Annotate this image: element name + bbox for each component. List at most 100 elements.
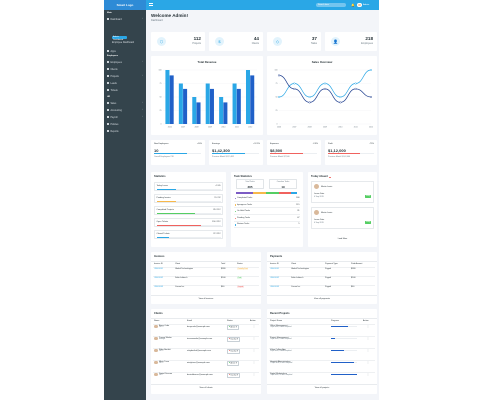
more-options-icon[interactable]: ⋮ — [253, 326, 256, 328]
view-all-payments-link[interactable]: View all payments — [313, 298, 331, 300]
sales-point[interactable] — [369, 96, 372, 99]
project-name-link[interactable]: Project Management — [270, 336, 289, 339]
sidebar-item-reports[interactable]: Reports — [107, 130, 119, 133]
more-options-icon[interactable]: ⋮ — [367, 326, 370, 328]
kpi-progress-fill — [270, 153, 303, 154]
view-all-clients-link[interactable]: View all clients — [199, 387, 213, 389]
chevron-right-icon: › — [142, 75, 143, 77]
sidebar-item-admin-dashboard[interactable]: Admin Dashboard — [112, 36, 127, 41]
invoice-id-link[interactable]: #INV-0001 — [154, 268, 163, 270]
stat-card-clients[interactable]: $ 44 Clients — [209, 32, 263, 51]
more-options-icon[interactable]: ⋮ — [367, 374, 370, 376]
sales-point[interactable] — [308, 96, 311, 99]
client-name[interactable]: Misty Tison — [159, 360, 170, 363]
avatar[interactable] — [357, 2, 362, 7]
stat-card-tasks[interactable]: ◇ 37 Tasks — [267, 32, 321, 51]
more-options-icon[interactable]: ⋮ — [253, 350, 256, 352]
sidebar-item-dashboard[interactable]: Dashboard — [107, 18, 122, 21]
sidebar-item-leads[interactable]: Leads — [107, 82, 117, 85]
sales-point[interactable] — [277, 96, 280, 99]
sales-point[interactable] — [293, 87, 296, 90]
invoice-id-link[interactable]: #INV-0003 — [154, 286, 163, 288]
sidebar-item-policies[interactable]: Policies — [107, 123, 118, 126]
sidebar-item-employee-dashboard[interactable]: Employee Dashboard — [112, 42, 135, 44]
load-more-link[interactable]: Load More — [337, 238, 348, 240]
invoice-id-link[interactable]: #INV-0002 — [154, 277, 163, 279]
search-input[interactable]: Search here — [316, 3, 346, 7]
more-options-icon[interactable]: ⋮ — [253, 338, 256, 340]
sidebar-item-apps[interactable]: Apps — [107, 50, 116, 53]
invoice-status-badge: Paid — [237, 276, 242, 280]
revenue-bar[interactable] — [178, 83, 183, 125]
invoices-card: Invoices Invoice ID Client Total Status #INV… — [151, 252, 261, 304]
more-options-icon[interactable]: ⋮ — [367, 362, 370, 364]
revenue-bar[interactable] — [169, 75, 174, 124]
more-options-icon[interactable]: ⋮ — [367, 338, 370, 340]
menu-toggle-icon[interactable] — [149, 3, 153, 6]
sidebar-item-payroll[interactable]: Payroll — [107, 116, 118, 119]
sales-point[interactable] — [324, 82, 327, 85]
statistics-row: Closed Tickets 22 / 212 — [154, 230, 223, 239]
payment-invoice-link[interactable]: #INV-0002 — [270, 277, 279, 279]
more-options-icon[interactable]: ⋮ — [367, 350, 370, 352]
sales-point[interactable] — [293, 82, 296, 85]
kpi-label: Profit — [328, 143, 333, 145]
user-name[interactable]: Admin — [363, 3, 370, 6]
revenue-bar[interactable] — [209, 88, 214, 124]
revenue-bar-chart: 100 75 50 25 0 2006 2007 2008 2009 2010 2011 2012 — [159, 70, 257, 129]
app-logo[interactable]: Smart Logo — [104, 0, 146, 10]
client-status-dropdown[interactable]: Inactive ▾ — [227, 349, 240, 354]
revenue-bar[interactable] — [232, 83, 237, 125]
revenue-bar[interactable] — [236, 88, 241, 124]
absent-item[interactable]: Martin Lewis Leave Date 4 Sep 2019 Today — [311, 207, 374, 229]
sidebar-item-employees[interactable]: Employees — [107, 61, 122, 64]
client-status-dropdown[interactable]: Inactive ▾ — [227, 373, 240, 378]
client-name[interactable]: Tressa Wexler — [159, 336, 172, 339]
view-all-projects-link[interactable]: View all projects — [314, 387, 330, 389]
revenue-bar[interactable] — [192, 97, 197, 124]
revenue-bar[interactable] — [245, 70, 251, 124]
task-progress-segment: 21% — [279, 192, 292, 195]
payment-invoice-link[interactable]: #INV-0001 — [270, 268, 279, 270]
project-name-link[interactable]: Office Management — [270, 324, 288, 327]
revenue-bar[interactable] — [165, 70, 170, 124]
sales-point[interactable] — [339, 101, 342, 104]
project-task-summary: 3 open tasks, 3 tasks completed — [270, 351, 292, 352]
sidebar-item-projects[interactable]: Projects — [107, 75, 119, 78]
client-status-dropdown[interactable]: Active ▾ — [227, 325, 239, 330]
revenue-bar[interactable] — [196, 102, 201, 124]
sales-point[interactable] — [339, 96, 342, 99]
payment-invoice-link[interactable]: #INV-0003 — [270, 286, 279, 288]
project-name-link[interactable]: Hospital Administration — [270, 360, 291, 363]
client-status-dropdown[interactable]: Inactive ▾ — [227, 337, 240, 342]
sidebar-item-sales[interactable]: Sales — [107, 102, 116, 105]
revenue-bar[interactable] — [205, 83, 210, 125]
revenue-bar[interactable] — [183, 88, 188, 124]
revenue-bar[interactable] — [250, 75, 255, 124]
client-name[interactable]: Ruby Bartlett — [159, 348, 171, 351]
sidebar-item-clients[interactable]: Clients — [107, 68, 118, 71]
sidebar-item-tickets[interactable]: Tickets — [107, 89, 118, 92]
stat-card-projects[interactable]: ⬡ 112 Projects — [151, 32, 205, 51]
absent-item[interactable]: Martin Lewis Leave Date 4 Sep 2019 Today — [311, 181, 374, 203]
sales-point[interactable] — [277, 74, 280, 77]
sidebar-item-accounting[interactable]: Accounting — [107, 109, 122, 112]
bell-icon[interactable]: 🔔 — [351, 3, 355, 7]
sales-point[interactable] — [354, 82, 357, 85]
revenue-bar[interactable] — [223, 102, 228, 124]
client-status-dropdown[interactable]: Active ▾ — [227, 361, 239, 366]
sales-point[interactable] — [369, 68, 372, 71]
client-name[interactable]: Daniel Deacon — [159, 372, 173, 375]
more-options-icon[interactable]: ⋮ — [253, 362, 256, 364]
view-all-invoices-link[interactable]: View all invoices — [198, 298, 214, 300]
stat-card-employees[interactable]: 👤 218 Employees — [325, 32, 377, 51]
sales-point[interactable] — [354, 87, 357, 90]
client-name[interactable]: Barry Cuda — [159, 324, 170, 327]
revenue-bar[interactable] — [219, 97, 224, 124]
sales-point[interactable] — [308, 101, 311, 104]
kpi-card-expenses: Expenses -2.8% $8,500 Previous Month $7,… — [267, 140, 321, 165]
more-options-icon[interactable]: ⋮ — [253, 374, 256, 376]
sales-point[interactable] — [324, 87, 327, 90]
project-name-link[interactable]: Digital Marketplace — [270, 372, 288, 375]
project-name-link[interactable]: Video Calling App — [270, 348, 286, 351]
